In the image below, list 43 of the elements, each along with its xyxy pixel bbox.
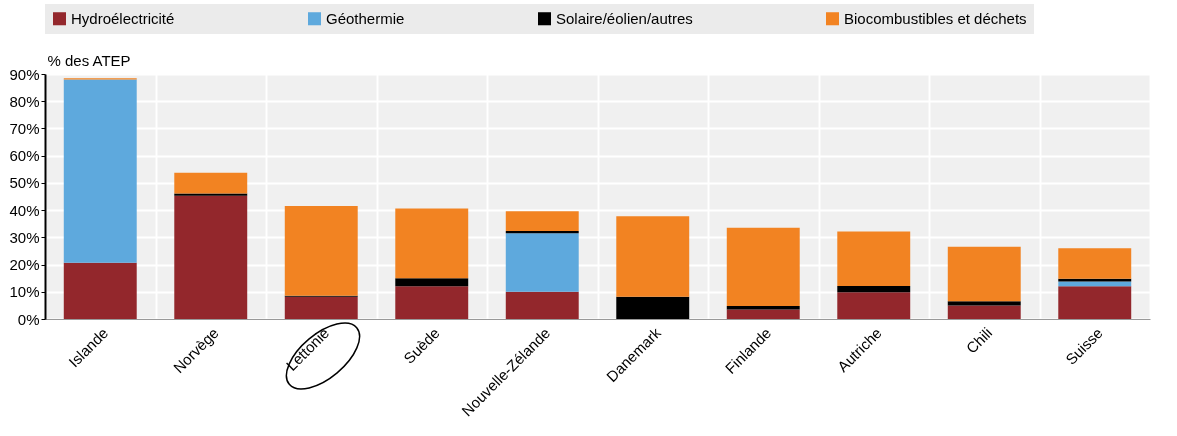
bar [505,233,579,292]
y-tick-label: 70% [9,119,40,137]
bar [837,292,911,319]
bar [395,286,469,319]
y-tick-label: 30% [9,228,40,246]
bar [726,309,800,319]
bar [505,211,579,232]
legend-label: Hydroélectricité [71,9,175,27]
bar [63,262,137,319]
bar [174,195,248,319]
bar [616,296,690,319]
bar [63,79,137,263]
bar [505,291,579,319]
bar [837,231,911,287]
legend-label: Géothermie [326,9,405,27]
bar [284,296,358,319]
y-axis-title: % des ATEP [47,51,131,69]
y-tick-label: 20% [9,256,40,274]
y-tick-label: 10% [9,283,40,301]
bar [1058,286,1132,319]
y-tick-label: 60% [9,147,40,165]
bar [947,301,1021,306]
bar [395,208,469,279]
bar [1058,281,1132,287]
bar [616,216,690,297]
bar [505,231,579,234]
bar [726,227,800,306]
bar [947,305,1021,319]
bar [174,172,248,194]
y-tick-label: 90% [9,65,40,83]
bar [947,246,1021,302]
x-tick-label: Chili [962,324,996,357]
legend-label: Solaire/éolien/autres [556,9,693,27]
y-tick-label: 0% [17,310,40,328]
y-tick-label: 80% [9,92,40,110]
bar [284,206,358,296]
legend-label: Biocombustibles et déchets [844,9,1027,27]
bar [395,278,469,287]
y-tick-label: 40% [9,201,40,219]
bar [174,193,248,196]
bar [837,286,911,293]
y-tick-label: 50% [9,174,40,192]
bar [1058,248,1132,279]
